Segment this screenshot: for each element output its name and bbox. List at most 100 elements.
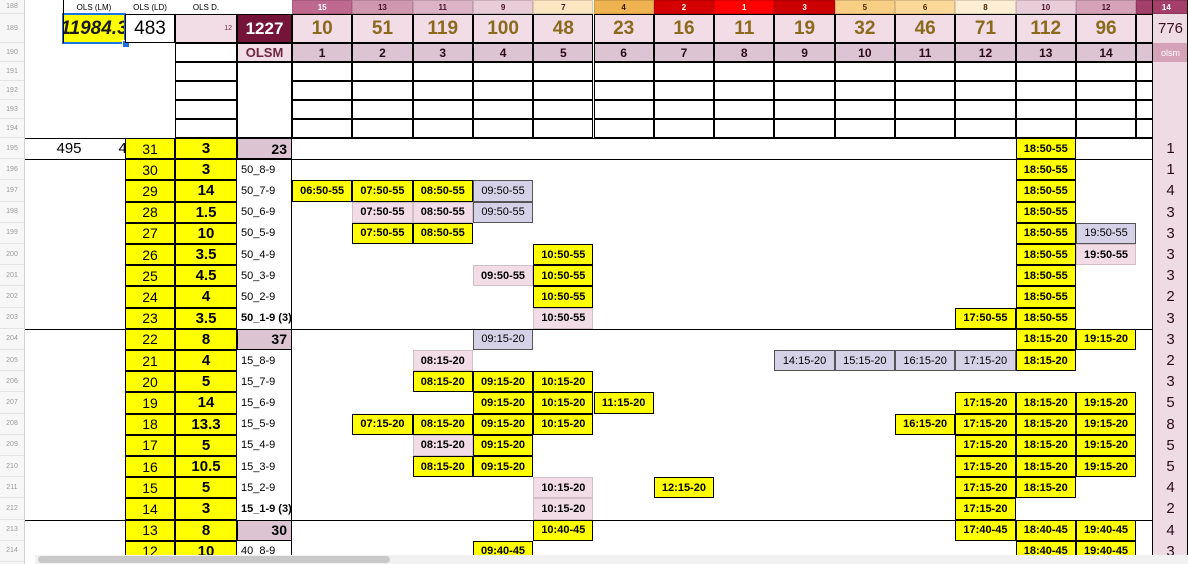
slot-207-6[interactable]: 11:15-20 bbox=[593, 392, 654, 414]
slot-202-10[interactable] bbox=[834, 286, 895, 308]
slot-195-11[interactable] bbox=[895, 138, 956, 160]
slot-200-8[interactable] bbox=[714, 244, 775, 266]
cell-n-203[interactable]: 23 bbox=[125, 307, 175, 329]
cell-empty-192-11[interactable] bbox=[895, 81, 956, 100]
slot-208-2[interactable]: 07:15-20 bbox=[352, 413, 413, 435]
slot-206-10[interactable] bbox=[834, 371, 895, 393]
slot-209-6[interactable] bbox=[593, 434, 654, 456]
cell-empty-191-10[interactable] bbox=[834, 62, 895, 81]
cell-group-count-204[interactable]: 37 bbox=[237, 328, 292, 350]
slot-207-2[interactable] bbox=[352, 392, 413, 414]
slot-201-10[interactable] bbox=[834, 265, 895, 287]
slot-210-13[interactable]: 18:15-20 bbox=[1015, 456, 1076, 478]
slot-212-12[interactable]: 17:15-20 bbox=[955, 498, 1016, 520]
slot-205-2[interactable] bbox=[352, 350, 413, 372]
cell-n-212[interactable]: 14 bbox=[125, 498, 175, 520]
slot-205-10[interactable]: 15:15-20 bbox=[834, 350, 895, 372]
cell-empty-193-7[interactable] bbox=[653, 100, 715, 119]
slot-212-13[interactable] bbox=[1015, 498, 1076, 520]
slot-211-14[interactable] bbox=[1075, 477, 1137, 499]
slot-195-1[interactable] bbox=[292, 138, 353, 160]
slot-213-4[interactable] bbox=[472, 519, 534, 541]
cell-series-name-203[interactable]: 50_1-9 (3) bbox=[237, 307, 292, 329]
slot-197-10[interactable] bbox=[834, 180, 895, 202]
cell-row-total-207[interactable]: 5 bbox=[1153, 392, 1188, 414]
cell-empty-193-1[interactable] bbox=[292, 100, 353, 119]
cell-olsm-193[interactable] bbox=[1153, 100, 1188, 119]
row-header-190[interactable]: 190 bbox=[0, 43, 25, 62]
band-count-10[interactable]: 32 bbox=[834, 14, 895, 43]
slot-195-10[interactable] bbox=[834, 138, 895, 160]
slot-201-4[interactable]: 09:50-55 bbox=[472, 265, 534, 287]
band-index-1[interactable]: 1 bbox=[292, 43, 353, 62]
cell-empty-191-3[interactable] bbox=[412, 62, 473, 81]
slot-195-12[interactable] bbox=[955, 138, 1016, 160]
cell-empty-193-8[interactable] bbox=[714, 100, 775, 119]
slot-198-12[interactable] bbox=[955, 201, 1016, 223]
band-index-6[interactable]: 6 bbox=[593, 43, 654, 62]
cell-series-name-209[interactable]: 15_4-9 bbox=[237, 434, 292, 456]
slot-211-10[interactable] bbox=[834, 477, 895, 499]
slot-206-3[interactable]: 08:15-20 bbox=[412, 371, 473, 393]
slot-208-14[interactable]: 19:15-20 bbox=[1075, 413, 1137, 435]
slot-208-13[interactable]: 18:15-20 bbox=[1015, 413, 1076, 435]
slot-202-7[interactable] bbox=[653, 286, 715, 308]
row-header-210[interactable]: 210 bbox=[0, 456, 25, 478]
cell-n-206[interactable]: 20 bbox=[125, 371, 175, 393]
slot-206-5[interactable]: 10:15-20 bbox=[533, 371, 594, 393]
slot-198-8[interactable] bbox=[714, 201, 775, 223]
slot-203-10[interactable] bbox=[834, 307, 895, 329]
cell-value-203[interactable]: 3.5 bbox=[175, 307, 237, 329]
cell-195-a[interactable]: 495 bbox=[38, 138, 100, 160]
slot-204-10[interactable] bbox=[834, 328, 895, 350]
slot-197-8[interactable] bbox=[714, 180, 775, 202]
row-header-193[interactable]: 193 bbox=[0, 100, 25, 119]
cell-series-name-197[interactable]: 50_7-9 bbox=[237, 180, 292, 202]
slot-212-6[interactable] bbox=[593, 498, 654, 520]
cell-series-name-199[interactable]: 50_5-9 bbox=[237, 222, 292, 244]
row-header-200[interactable]: 200 bbox=[0, 244, 25, 266]
band-index-13[interactable]: 13 bbox=[1015, 43, 1076, 62]
slot-210-2[interactable] bbox=[352, 456, 413, 478]
slot-210-14[interactable]: 19:15-20 bbox=[1075, 456, 1137, 478]
slot-202-13[interactable]: 18:50-55 bbox=[1015, 286, 1076, 308]
slot-197-4[interactable]: 09:50-55 bbox=[472, 180, 534, 202]
cell-row-total-212[interactable]: 2 bbox=[1153, 498, 1188, 520]
slot-199-1[interactable] bbox=[292, 222, 353, 244]
cell-value-209[interactable]: 5 bbox=[175, 434, 237, 456]
slot-212-4[interactable] bbox=[472, 498, 534, 520]
band-index-11[interactable]: 11 bbox=[895, 43, 956, 62]
slot-203-7[interactable] bbox=[653, 307, 715, 329]
cell-n-205[interactable]: 21 bbox=[125, 350, 175, 372]
slot-211-11[interactable] bbox=[895, 477, 956, 499]
row-header-197[interactable]: 197 bbox=[0, 180, 25, 202]
slot-210-12[interactable]: 17:15-20 bbox=[955, 456, 1016, 478]
band-index-9[interactable]: 9 bbox=[774, 43, 835, 62]
cell-empty-192-3[interactable] bbox=[412, 81, 473, 100]
cell-empty-194-11[interactable] bbox=[895, 119, 956, 138]
row-header-211[interactable]: 211 bbox=[0, 477, 25, 499]
slot-200-9[interactable] bbox=[774, 244, 835, 266]
cell-empty-194-8[interactable] bbox=[714, 119, 775, 138]
slot-205-8[interactable] bbox=[714, 350, 775, 372]
slot-203-3[interactable] bbox=[412, 307, 473, 329]
cell-series-name-212[interactable]: 15_1-9 (3) bbox=[237, 498, 292, 520]
cell-value-208[interactable]: 13.3 bbox=[175, 413, 237, 435]
slot-205-6[interactable] bbox=[593, 350, 654, 372]
row-header-198[interactable]: 198 bbox=[0, 201, 25, 223]
slot-206-9[interactable] bbox=[774, 371, 835, 393]
cell-empty-192-10[interactable] bbox=[834, 81, 895, 100]
slot-210-4[interactable]: 09:15-20 bbox=[472, 456, 534, 478]
cell-olsm-label[interactable]: OLSM bbox=[237, 43, 292, 62]
slot-207-12[interactable]: 17:15-20 bbox=[955, 392, 1016, 414]
slot-203-1[interactable] bbox=[292, 307, 353, 329]
cell-value-207[interactable]: 14 bbox=[175, 392, 237, 414]
cell-empty-191-11[interactable] bbox=[895, 62, 956, 81]
band-count-7[interactable]: 16 bbox=[653, 14, 715, 43]
slot-203-8[interactable] bbox=[714, 307, 775, 329]
slot-198-5[interactable] bbox=[533, 201, 594, 223]
slot-200-6[interactable] bbox=[593, 244, 654, 266]
slot-197-12[interactable] bbox=[955, 180, 1016, 202]
slot-211-9[interactable] bbox=[774, 477, 835, 499]
cell-row-total-196[interactable]: 1 bbox=[1153, 159, 1188, 181]
